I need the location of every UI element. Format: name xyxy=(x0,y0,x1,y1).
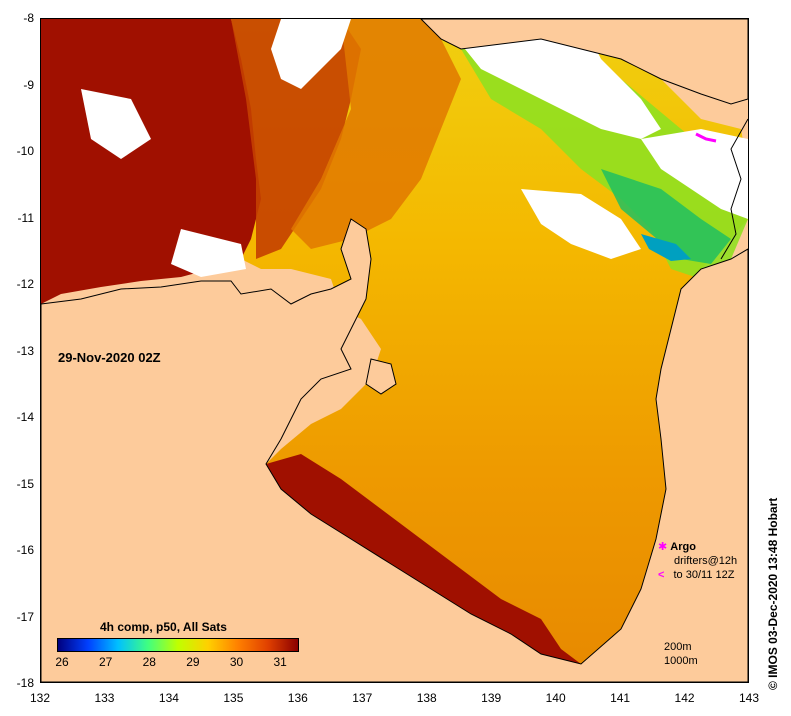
longitude-tick-label: 133 xyxy=(94,691,115,705)
latitude-tick-label: -18 xyxy=(16,676,34,690)
colorbar-tick-label: 26 xyxy=(55,655,69,669)
latitude-tick-label: -16 xyxy=(16,543,34,557)
colorbar-tick-label: 29 xyxy=(186,655,200,669)
depth-1000m: 1000m xyxy=(664,655,698,667)
latitude-tick-label: -17 xyxy=(16,609,34,624)
arnhem-land xyxy=(41,218,748,682)
colorbar-tick-label: 31 xyxy=(273,655,287,669)
orange-band xyxy=(291,19,461,249)
latitude-tick-label: -13 xyxy=(16,343,34,358)
longitude-tick-label: 132 xyxy=(29,691,51,705)
argo-marker-icon: ✱ xyxy=(658,541,668,553)
argo-label: Argo xyxy=(670,541,696,553)
drifter-label-line1: drifters@12h xyxy=(674,555,738,567)
colorbar-title: 4h comp, p50, All Sats xyxy=(100,620,227,634)
longitude-tick-label: 139 xyxy=(481,691,502,705)
sst-map xyxy=(40,18,749,683)
longitude-tick-label: 135 xyxy=(223,691,244,705)
latitude-tick-label: -11 xyxy=(17,210,34,225)
date-label: 29-Nov-2020 02Z xyxy=(58,350,161,365)
longitude-tick-label: 137 xyxy=(352,691,373,705)
depth-contour-legend: 200m 1000m xyxy=(664,640,698,668)
cool-water-core xyxy=(601,169,731,264)
mid-warm-water xyxy=(231,19,361,259)
latitude-tick-label: -8 xyxy=(23,11,34,25)
latitude-tick-label: -15 xyxy=(16,476,34,491)
cloud-patch xyxy=(521,189,641,259)
legend: ✱ Argo drifters@12h < to 30/11 12Z xyxy=(658,540,737,582)
cape-york-coast xyxy=(720,118,748,260)
latitude-tick-label: -10 xyxy=(16,144,34,158)
coldest-water xyxy=(641,234,691,261)
longitude-tick-label: 141 xyxy=(610,691,631,705)
western-warm-water xyxy=(41,19,261,304)
drifter-marker-icon: < xyxy=(658,569,665,581)
cloud-patch xyxy=(81,89,151,159)
latitude-tick-label: -12 xyxy=(16,277,34,291)
cloud-patch xyxy=(441,19,661,139)
drifter-label-line2: to 30/11 12Z xyxy=(673,569,735,581)
longitude-tick-label: 140 xyxy=(545,691,566,705)
longitude-tick-label: 138 xyxy=(416,691,437,705)
cloud-patch xyxy=(171,229,246,277)
coastal-warm-strip xyxy=(266,454,581,664)
longitude-tick-label: 136 xyxy=(287,691,308,705)
drifter-track xyxy=(695,132,717,143)
colorbar xyxy=(57,638,299,652)
colorbar-tick-label: 28 xyxy=(142,655,156,669)
latitude-tick-label: -14 xyxy=(16,410,34,424)
longitude-tick-label: 142 xyxy=(674,691,695,705)
cloud-patch xyxy=(271,19,351,89)
longitude-tick-label: 134 xyxy=(158,691,179,705)
depth-200m: 200m xyxy=(664,641,692,653)
latitude-tick-label: -9 xyxy=(23,77,34,92)
new-guinea xyxy=(420,19,748,105)
groote-island xyxy=(365,358,397,395)
sst-map-canvas xyxy=(41,19,748,682)
cloud-patch xyxy=(641,129,748,219)
colorbar-tick-label: 30 xyxy=(229,655,244,669)
colorbar-tick-label: 27 xyxy=(98,655,113,669)
longitude-tick-label: 143 xyxy=(738,691,760,705)
credit-text: © IMOS 03-Dec-2020 13:48 Hobart xyxy=(766,497,780,690)
